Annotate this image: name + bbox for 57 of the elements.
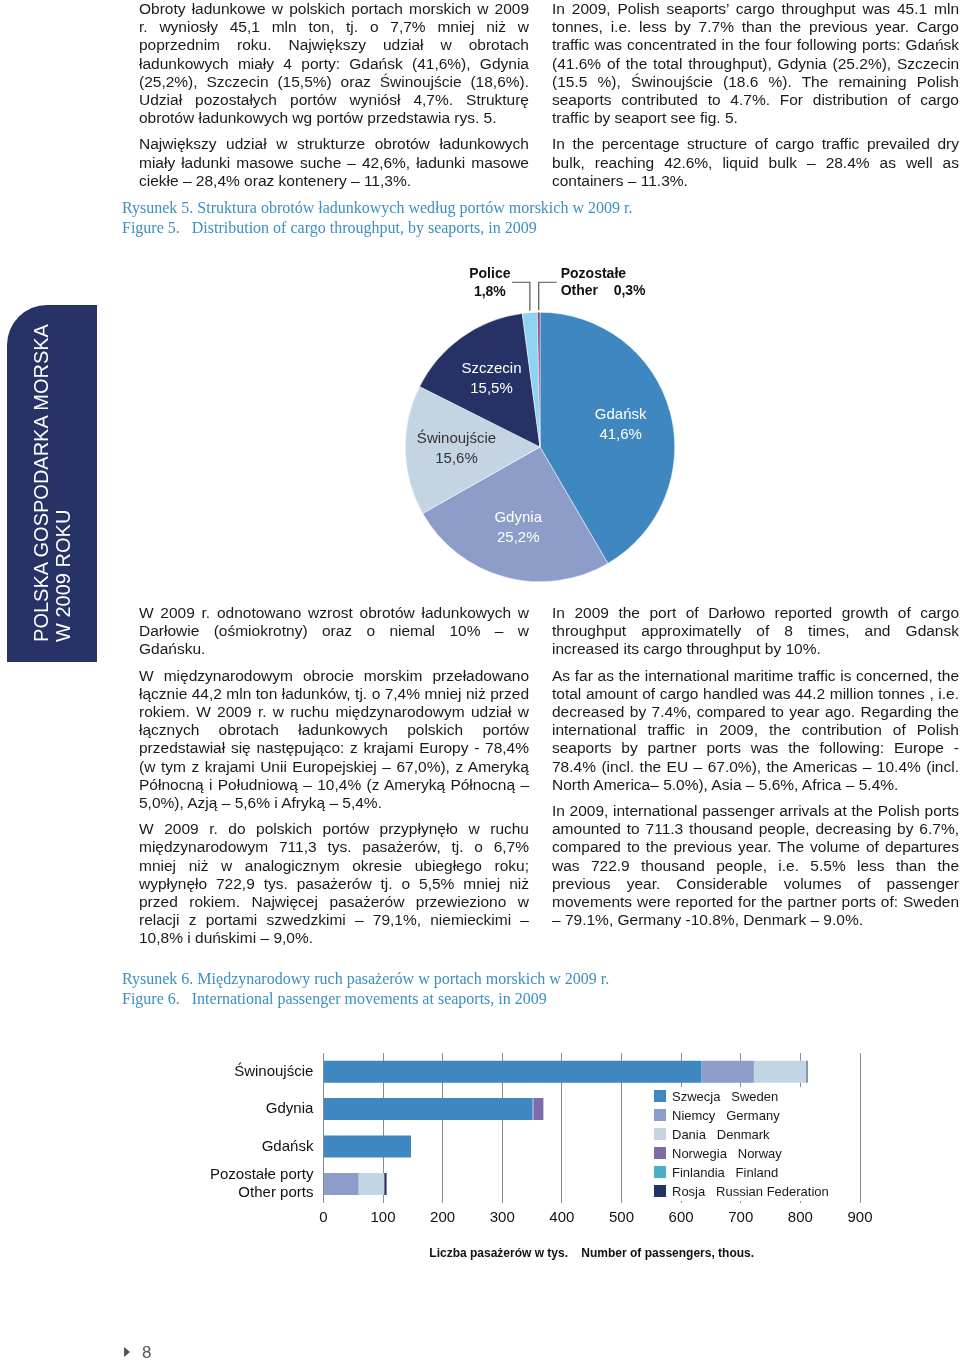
x-tick-label: 900 (847, 1207, 873, 1225)
text: Największy udział w strukturze obrotów ładunkowych miały ładunki masowe suche – 42,6%, ładunki masowe ciekłe – 28,4% oraz kontenery – 11,3%. (139, 135, 529, 191)
bar (701, 1060, 754, 1083)
text: In 2009, Polish seaports’ cargo throughput was 45.1 mln tonnes, i.e. less by 7.7% than the previous year. Cargo traffic was concentrated in the four following ports: Gdańsk (41.6% of the total throughput), Gdynia (25.2%), Szczecin (15.5 %), Świnoujście (18.6 %). The remaining Polish seaports contributed to 4.7%. For distribution of cargo traffic by seaport see fig. 5. (552, 0, 959, 128)
legend-label: Rosja Russian Federation (672, 1182, 829, 1201)
text: As far as the international maritime traffic is concerned, the total amount of cargo handled was 44.2 million tonnes , i.e. decreased by 7.4%, compared to year ago. Regarding the international traffic in 2009, the contribution of Polish seaports by partner ports was the following: Europe - 78.4% (incl. the EU – 67.0%), the Americas – 10.4% (incl. North America– 5.0%), Asia – 5.6%, Africa – 5.4%. (552, 666, 959, 795)
bar (753, 1060, 807, 1083)
slice-label: Police (469, 265, 511, 282)
x-tick-label: 200 (430, 1207, 456, 1225)
text: In 2009 the port of Darłowo reported growth of cargo throughput approximatelly of 8 times, and Gdansk increased its cargo throughput by 10%. (552, 604, 959, 659)
legend-label: Finlandia Finland (672, 1163, 779, 1182)
text: Obroty ładunkowe w polskich portach morskich w 2009 r. wyniosły 45,1 mln ton, tj. o 7,7% mniej niż w poprzednim roku. Największy udział w obrotach ładunkowych miały 4 porty: Gdańsk (41,6%), Gdynia (25,2%), Szczecin (15,5%) oraz Świnoujście (18,6%). Udział pozostałych portów wyniósł 4,7%. Strukturę obrotów ładunkowych wg portów przedstawia rys. 5. (139, 0, 529, 128)
chart-subtitle: Figure 6. International passenger movements at seaports, in 2009 (122, 990, 547, 1008)
bar (323, 1172, 359, 1195)
bar (323, 1098, 533, 1121)
x-tick-label: 800 (787, 1207, 813, 1225)
text: 8 (142, 1343, 152, 1360)
y-tick-label: Świnoujście (234, 1061, 314, 1079)
slice-label: Gdynia (494, 507, 543, 525)
x-tick-label: 700 (728, 1207, 754, 1225)
data-label: 25,2% (496, 527, 540, 545)
bar (323, 1135, 412, 1158)
slice-label: Gdańsk (594, 405, 647, 423)
data-label: 15,5% (470, 379, 513, 397)
side-tab: POLSKA GOSPODARKA MORSKA W 2009 ROKU (7, 305, 97, 662)
x-tick-label: 600 (668, 1207, 694, 1225)
bar (533, 1098, 544, 1121)
chart-title: Rysunek 6. Międzynarodowy ruch pasażerów w portach morskich w 2009 r. (122, 970, 610, 988)
slice-label: Szczecin (461, 359, 522, 377)
bar (358, 1172, 385, 1195)
text: In the percentage structure of cargo traffic prevailed dry bulk, reaching 42.6%, liquid bulk – 28.4% as well as containers – 11.3%. (552, 135, 959, 191)
slice-label: Pozostałe Other 0,3% (560, 264, 647, 298)
data-label: 41,6% (599, 425, 642, 443)
bar (323, 1060, 702, 1083)
x-tick-label: 500 (608, 1207, 635, 1225)
legend-label: Norwegia Norway (672, 1144, 782, 1163)
x-tick-label: 300 (489, 1207, 515, 1225)
x-tick-label: 100 (370, 1207, 396, 1225)
x-tick-label: 400 (549, 1207, 575, 1225)
text: In 2009, international passenger arrivals at the Polish ports amounted to 711.3 thousand people, decreasing by 6.7%, compared to the previous year. The volume of departures was 722.9 thousand people, i.e. 5.5% less than the previous year. Considerable volumes of passenger movements were reported for the partner ports of: Sweden – 79.1%, Germany -10.8%, Denmark – 9.0%. (552, 802, 959, 930)
text: W międzynarodowym obrocie morskim przeładowano łącznie 44,2 mln ton ładunków, tj. o 7,4% mniej niż przed rokiem. W 2009 r. w ruchu międzynarodowym udział w łącznych obrotach ładunkowych polskich portów przedstawiał się następująco: z krajami Europy - 78,4% (w tym z krajami Unii Europejskiej – 67,0%), z Ameryką Północną i Południową – 10,4% (z Ameryką Północną – 5,0%), Azją – 5,6% i Afryką – 5,4%. (139, 666, 529, 813)
slice-label: Świnoujście (416, 429, 497, 447)
y-tick-label: Gdynia (265, 1099, 315, 1117)
data-label: 1,8% (473, 283, 507, 300)
legend-label: Dania Denmark (672, 1125, 770, 1144)
y-tick-label: Pozostałe porty Other ports (210, 1165, 314, 1201)
text: W 2009 r. odnotowano wzrost obrotów ładunkowych w Darłowie (ośmiokrotny) oraz o niemal 10% – w Gdańsku. (139, 604, 529, 659)
text: W 2009 r. do polskich portów przypłynęło w ruchu międzynarodowym 711,3 tys. pasażerów, tj. o 6,7% mniej niż w analogicznym okresie ubiegłego roku; wypłynęło 722,9 tys. pasażerów tj. o 5,5% mniej niż przed rokiem. Najwięcej pasażerów przewieziono w relacji z portami szwedzkimi – 79,1%, niemieckimi – 10,8% i duńskimi – 9,0%. (139, 820, 529, 948)
legend-label: Szwecja Sweden (672, 1087, 779, 1106)
chart-subtitle: Figure 5. Distribution of cargo throughput, by seaports, in 2009 (122, 219, 537, 237)
data-label: 15,6% (435, 449, 478, 467)
x-tick-label: 0 (319, 1207, 328, 1225)
chart-title: Rysunek 5. Struktura obrotów ładunkowych według portów morskich w 2009 r. (122, 199, 633, 217)
y-tick-label: Gdańsk (261, 1136, 314, 1154)
legend-label: Niemcy Germany (672, 1106, 780, 1125)
bar (384, 1172, 387, 1195)
x-axis-title: Liczba pasażerów w tys. Number of passengers, thous. (429, 1246, 755, 1261)
